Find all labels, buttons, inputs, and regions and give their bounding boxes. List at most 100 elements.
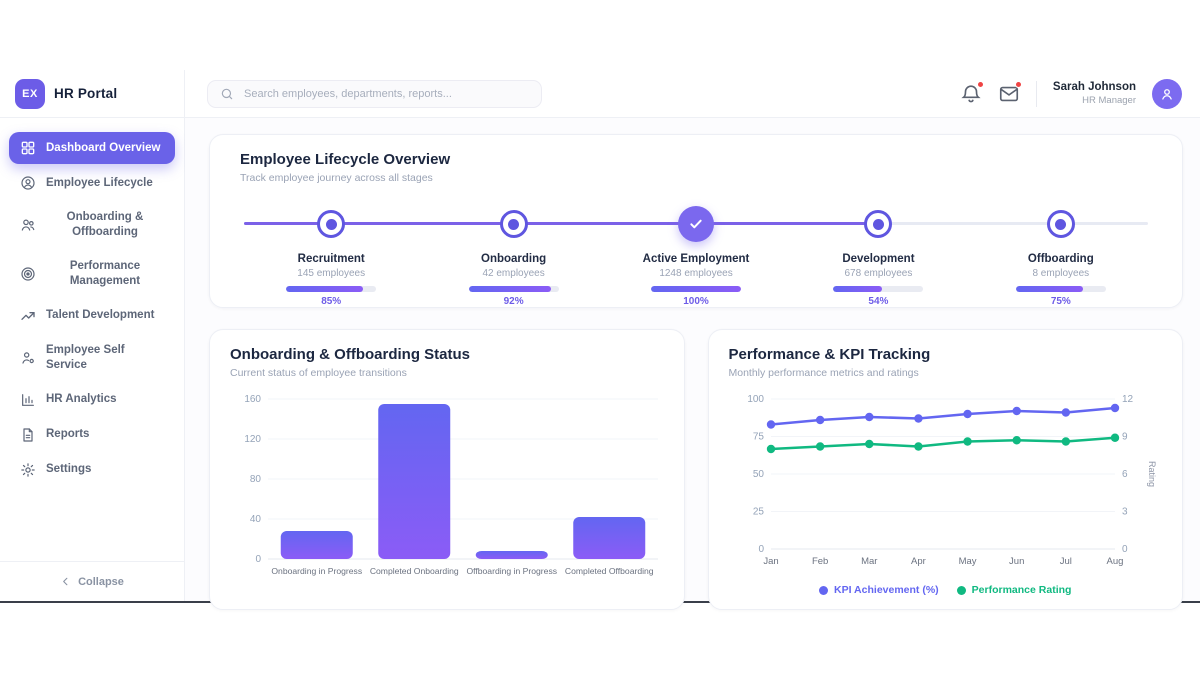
sidebar-item-hr-analytics[interactable]: HR Analytics — [9, 384, 175, 416]
sidebar-item-onboarding-offboarding[interactable]: Onboarding & Offboarding — [9, 202, 175, 248]
search-box[interactable] — [207, 80, 542, 108]
line-chart-area: 0255075100036912RatingJanFebMarAprMayJun… — [729, 389, 1163, 582]
stage-development: Development 678 employees 54% — [787, 253, 969, 307]
sidebar-item-employee-self-service[interactable]: Employee Self Service — [9, 335, 175, 381]
x-axis-label: Jun — [1009, 556, 1024, 567]
search-input[interactable] — [242, 87, 529, 101]
stage-employees: 1248 employees — [605, 268, 787, 279]
notifications-button[interactable] — [960, 83, 982, 105]
data-point[interactable] — [766, 445, 774, 453]
user-role: HR Manager — [1053, 95, 1136, 107]
axis-tick-label: 3 — [1122, 507, 1128, 518]
data-point[interactable] — [815, 416, 823, 424]
x-axis-label: Mar — [861, 556, 877, 567]
data-point[interactable] — [1012, 436, 1020, 444]
data-point[interactable] — [1110, 434, 1118, 442]
app-title: HR Portal — [54, 86, 117, 101]
stage-progress-bar — [651, 286, 741, 292]
grid-icon — [20, 140, 36, 156]
bar-completed-offboarding[interactable] — [573, 517, 645, 559]
screenshot-root: EX HR Portal — [0, 0, 1200, 675]
stage-active-employment: Active Employment 1248 employees 100% — [605, 253, 787, 307]
onboarding-status-card: Onboarding & Offboarding Status Current … — [209, 329, 685, 610]
stage-employees: 678 employees — [787, 268, 969, 279]
bar-completed-onboarding[interactable] — [378, 404, 450, 559]
sidebar-item-label: Settings — [46, 462, 164, 477]
axis-tick-label: 6 — [1122, 469, 1128, 480]
stage-employees: 8 employees — [970, 268, 1152, 279]
bar-offboarding-in-progress[interactable] — [476, 551, 548, 559]
data-point[interactable] — [963, 410, 971, 418]
sidebar-item-label: Onboarding & Offboarding — [46, 210, 164, 240]
axis-tick-label: 75 — [752, 432, 764, 443]
stage-name: Active Employment — [605, 253, 787, 265]
sidebar-nav: Dashboard Overview Employee Lifecycle On… — [0, 132, 184, 561]
data-point[interactable] — [1110, 404, 1118, 412]
bar-category-label: Completed Onboarding — [370, 566, 459, 576]
axis-tick-label: 0 — [1122, 544, 1128, 555]
user-circle-icon — [20, 175, 36, 191]
stage-node-active-employment[interactable] — [678, 206, 714, 242]
sidebar-item-label: HR Analytics — [46, 392, 164, 407]
data-point[interactable] — [865, 440, 873, 448]
gear-icon — [20, 462, 36, 478]
stage-name: Onboarding — [422, 253, 604, 265]
bar-onboarding-in-progress[interactable] — [281, 531, 353, 559]
notification-badge — [977, 81, 984, 88]
node-dot — [873, 219, 884, 230]
legend-item-kpi-achievement[interactable]: KPI Achievement (%) — [819, 584, 939, 596]
data-point[interactable] — [766, 420, 774, 428]
data-point[interactable] — [914, 414, 922, 422]
bar-chart-svg: 04080120160Onboarding in ProgressComplet… — [230, 389, 667, 595]
sidebar-item-label: Talent Development — [46, 308, 164, 323]
sidebar-item-employee-lifecycle[interactable]: Employee Lifecycle — [9, 167, 175, 199]
sidebar-collapse-button[interactable]: Collapse — [0, 561, 184, 601]
sidebar-item-dashboard-overview[interactable]: Dashboard Overview — [9, 132, 175, 164]
data-point[interactable] — [815, 442, 823, 450]
sidebar-item-performance-management[interactable]: Performance Management — [9, 251, 175, 297]
x-axis-label: Apr — [911, 556, 926, 567]
axis-tick-label: 0 — [255, 554, 261, 565]
stage-node-offboarding[interactable] — [1047, 210, 1075, 238]
header-divider — [1036, 81, 1037, 107]
stage-percent: 85% — [240, 296, 422, 307]
node-dot — [508, 219, 519, 230]
bar-chart-area: 04080120160Onboarding in ProgressComplet… — [230, 389, 664, 600]
data-point[interactable] — [914, 442, 922, 450]
messages-button[interactable] — [998, 83, 1020, 105]
stage-name: Offboarding — [970, 253, 1152, 265]
data-point[interactable] — [1012, 407, 1020, 415]
axis-tick-label: 9 — [1122, 432, 1128, 443]
stage-progress-bar — [833, 286, 923, 292]
body: Dashboard Overview Employee Lifecycle On… — [0, 118, 1200, 601]
stage-percent: 54% — [787, 296, 969, 307]
users-icon — [20, 217, 36, 233]
stage-node-recruitment[interactable] — [317, 210, 345, 238]
performance-kpi-card: Performance & KPI Tracking Monthly perfo… — [708, 329, 1184, 610]
x-axis-label: Aug — [1106, 556, 1123, 567]
stage-node-onboarding[interactable] — [500, 210, 528, 238]
avatar[interactable] — [1152, 79, 1182, 109]
collapse-label: Collapse — [78, 576, 124, 588]
timeline-nodes — [240, 204, 1152, 244]
data-point[interactable] — [1061, 437, 1069, 445]
chevron-left-icon — [60, 576, 71, 587]
data-point[interactable] — [865, 413, 873, 421]
target-icon — [20, 266, 36, 282]
stage-percent: 100% — [605, 296, 787, 307]
legend-label: KPI Achievement (%) — [834, 584, 939, 596]
trending-up-icon — [20, 308, 36, 324]
sidebar-item-settings[interactable]: Settings — [9, 454, 175, 486]
user-name: Sarah Johnson — [1053, 80, 1136, 94]
lifecycle-stages: Recruitment 145 employees 85% Onboarding… — [240, 253, 1152, 307]
data-point[interactable] — [1061, 408, 1069, 416]
sidebar-item-talent-development[interactable]: Talent Development — [9, 300, 175, 332]
sidebar-item-reports[interactable]: Reports — [9, 419, 175, 451]
data-point[interactable] — [963, 437, 971, 445]
stage-node-development[interactable] — [864, 210, 892, 238]
charts-row: Onboarding & Offboarding Status Current … — [209, 329, 1183, 610]
legend-item-performance-rating[interactable]: Performance Rating — [957, 584, 1072, 596]
lifecycle-card: Employee Lifecycle Overview Track employ… — [209, 134, 1183, 308]
stage-employees: 42 employees — [422, 268, 604, 279]
user-gear-icon — [20, 350, 36, 366]
